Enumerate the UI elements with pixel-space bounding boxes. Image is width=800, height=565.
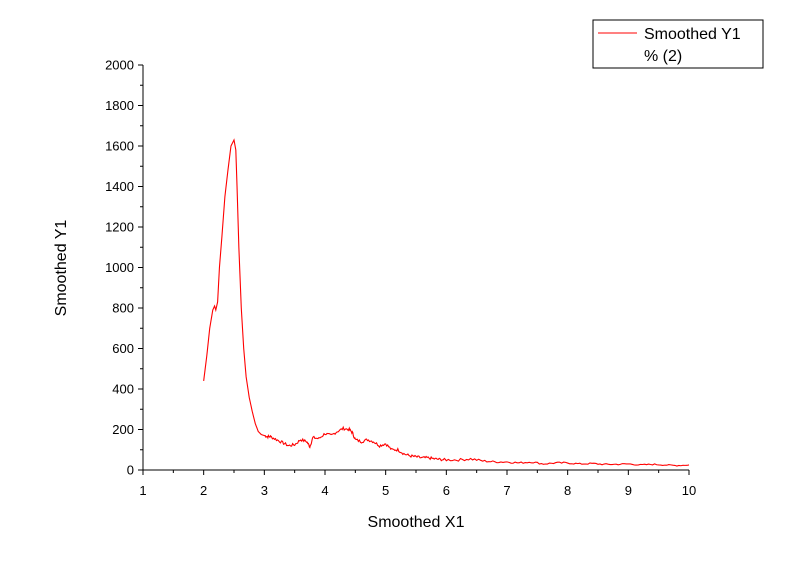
x-tick-label: 4: [321, 483, 328, 498]
y-tick-label: 800: [112, 301, 134, 316]
x-tick-label: 9: [625, 483, 632, 498]
x-tick-group: 1 2 3 4 5 6 7 8 9 10: [139, 470, 696, 498]
x-tick-label: 1: [139, 483, 146, 498]
x-tick-label: 8: [564, 483, 571, 498]
y-tick-label: 0: [127, 463, 134, 478]
x-tick-label: 5: [382, 483, 389, 498]
y-tick-label: 1400: [105, 179, 134, 194]
x-tick-label: 2: [200, 483, 207, 498]
y-tick-label: 1000: [105, 260, 134, 275]
y-tick-label: 1600: [105, 139, 134, 154]
x-tick-label: 6: [443, 483, 450, 498]
y-tick-group: 0 200 400 600 800 1000 1200 1400 1600 1800 2000: [105, 58, 143, 478]
y-tick-label: 1200: [105, 220, 134, 235]
x-tick-label: 10: [682, 483, 696, 498]
y-tick-label: 600: [112, 341, 134, 356]
y-tick-label: 2000: [105, 58, 134, 73]
x-tick-label: 7: [503, 483, 510, 498]
legend-box: [592, 19, 764, 69]
y-axis-title: Smoothed Y1: [53, 220, 70, 317]
legend-label-line2: % (2): [644, 48, 682, 65]
y-tick-label: 1800: [105, 98, 134, 113]
x-axis-title: Smoothed X1: [368, 514, 465, 531]
legend-label-line1: Smoothed Y1: [644, 26, 741, 43]
y-tick-label: 200: [112, 422, 134, 437]
y-tick-label: 400: [112, 382, 134, 397]
legend: Smoothed Y1 % (2): [592, 19, 764, 69]
x-tick-label: 3: [261, 483, 268, 498]
series-line-smoothed-y1: [203, 138, 690, 467]
